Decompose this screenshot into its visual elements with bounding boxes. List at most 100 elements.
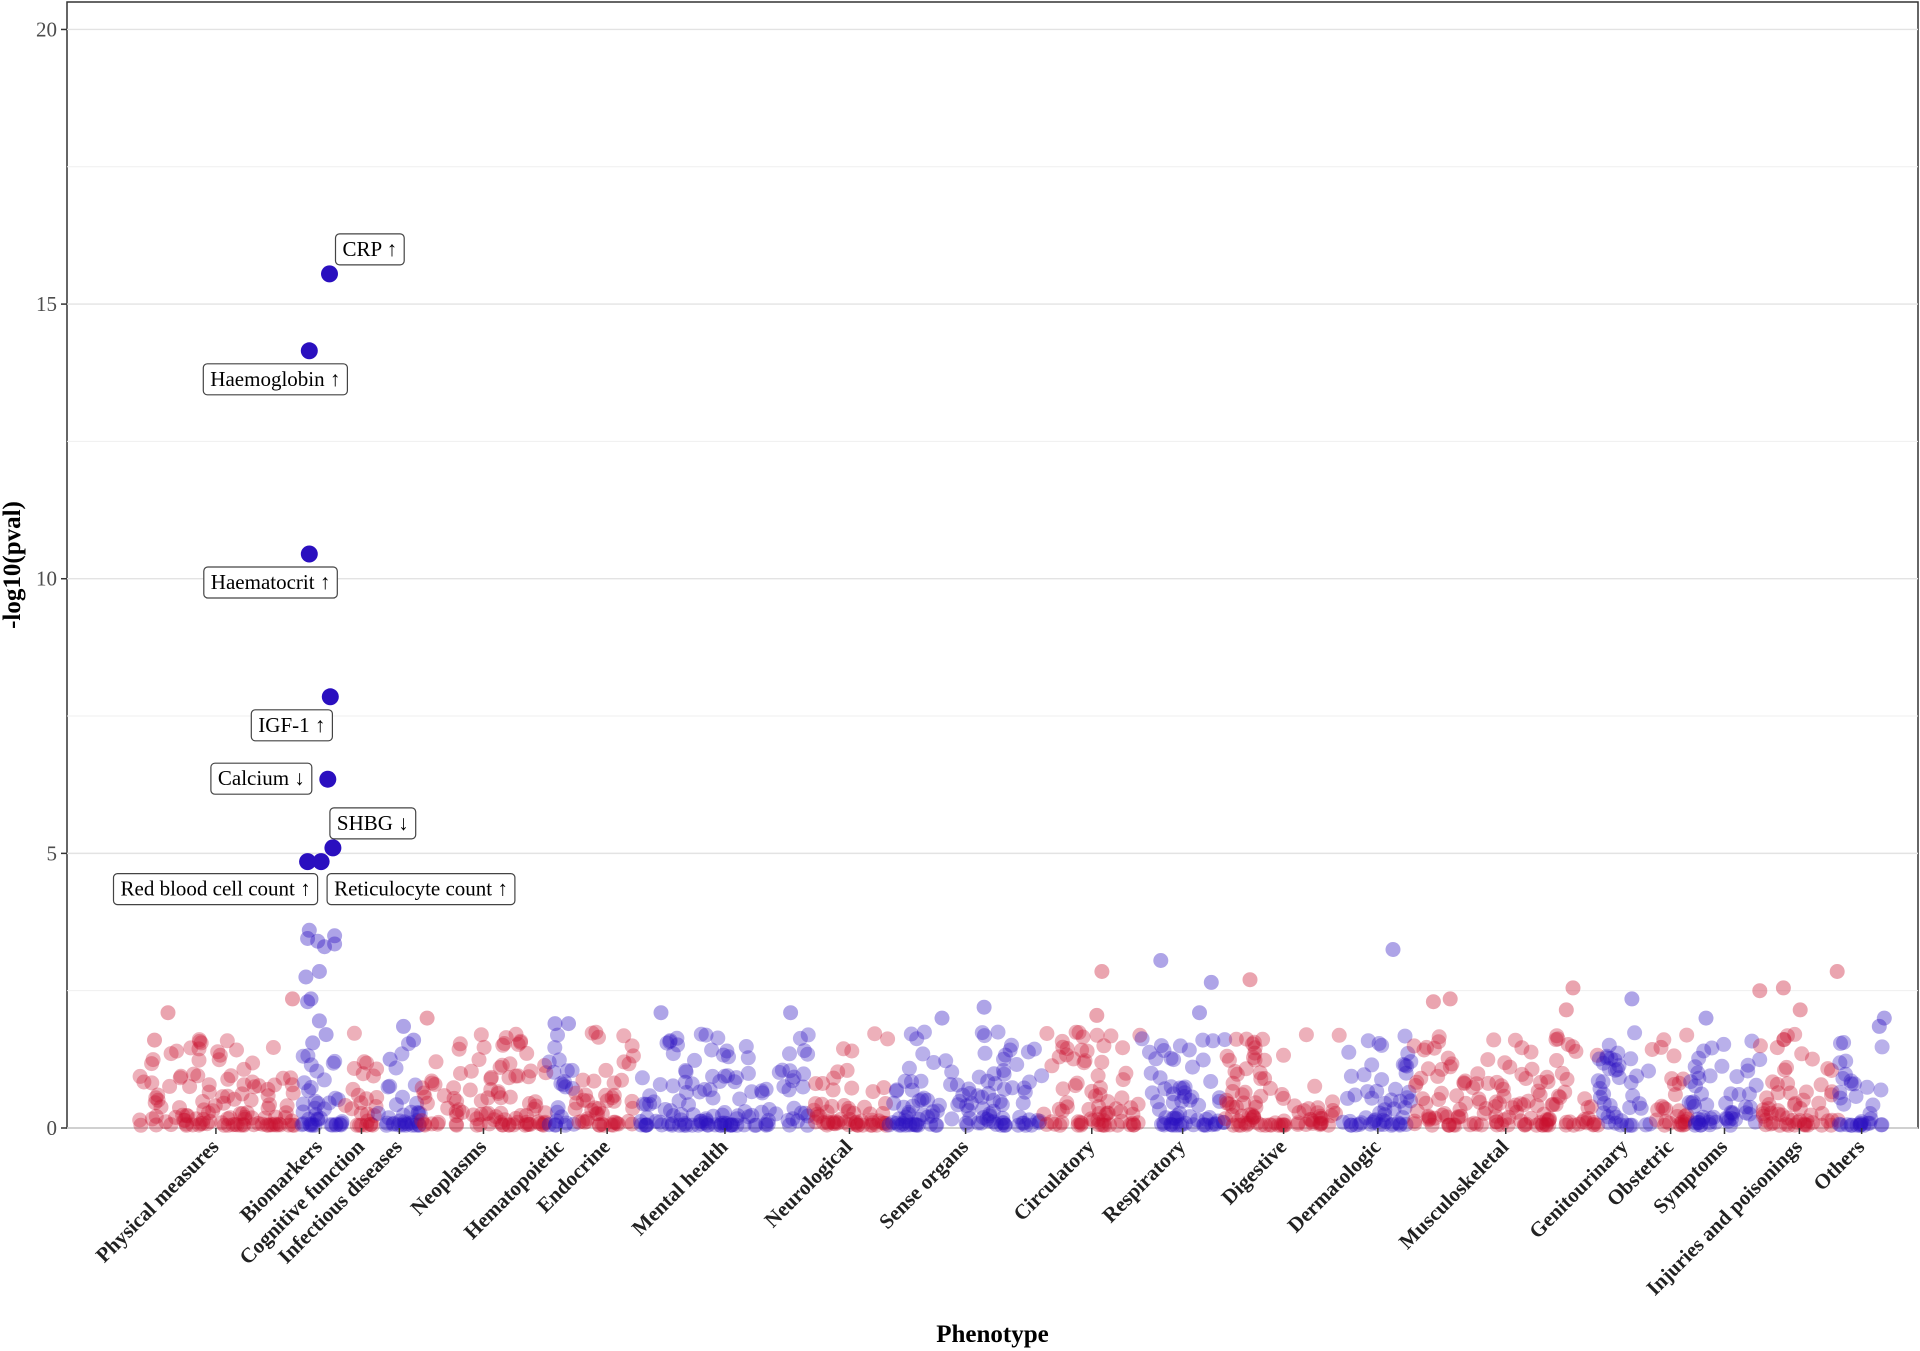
data-point [207, 1098, 223, 1114]
data-point [401, 1036, 416, 1052]
data-point [820, 1115, 836, 1131]
data-point [327, 928, 343, 944]
data-point [913, 1073, 929, 1089]
data-point [962, 1086, 978, 1101]
data-point [506, 1117, 521, 1133]
data-point [1066, 1051, 1081, 1067]
data-point [1198, 1111, 1214, 1127]
data-point [781, 1082, 797, 1098]
data-point [1044, 1114, 1060, 1130]
data-point [311, 964, 327, 979]
data-point [580, 1093, 595, 1109]
data-point [548, 1117, 563, 1133]
data-point [216, 1095, 232, 1111]
data-point [324, 1117, 340, 1133]
data-point [1779, 1059, 1794, 1075]
data-point [692, 1084, 708, 1100]
data-point [1781, 1117, 1796, 1133]
data-point [1542, 1111, 1557, 1127]
data-point [1401, 1084, 1417, 1100]
data-point [1185, 1059, 1200, 1075]
data-point [737, 1104, 753, 1120]
data-point [1501, 1109, 1517, 1125]
data-point [1608, 1115, 1623, 1131]
data-point [250, 1115, 266, 1131]
data-point [796, 1043, 812, 1059]
data-point [730, 1108, 746, 1124]
data-point [1457, 1073, 1473, 1089]
annotation-box [329, 807, 417, 840]
data-point [1321, 1117, 1336, 1133]
annotation-box [334, 233, 405, 266]
data-point [173, 1068, 189, 1084]
data-point [1156, 1043, 1172, 1058]
data-point [1422, 1111, 1437, 1127]
data-point [1675, 1071, 1691, 1087]
data-point [1507, 1032, 1523, 1048]
data-point [473, 1027, 489, 1043]
data-point [1761, 1097, 1777, 1112]
data-point [1675, 1117, 1691, 1133]
data-point [407, 1077, 423, 1093]
data-point [236, 1117, 252, 1133]
data-point [986, 1066, 1002, 1082]
data-point [1365, 1114, 1381, 1130]
data-point [903, 1026, 919, 1042]
data-point [1348, 1117, 1364, 1133]
data-point [1595, 1055, 1611, 1071]
data-point [1172, 1105, 1188, 1121]
data-point [1403, 1054, 1419, 1070]
data-point [1115, 1072, 1131, 1088]
data-point [419, 1095, 435, 1111]
data-point [1276, 1090, 1291, 1106]
data-point [915, 1107, 931, 1123]
data-point [996, 1063, 1011, 1078]
data-point [963, 1095, 979, 1111]
data-point [1154, 1116, 1169, 1132]
data-point [754, 1104, 770, 1120]
data-point [642, 1096, 658, 1112]
data-point [526, 1101, 542, 1117]
data-point [607, 1114, 623, 1130]
annotation-box [202, 363, 349, 396]
data-point [1688, 1115, 1703, 1131]
data-point [1270, 1117, 1286, 1133]
data-point [1408, 1078, 1424, 1093]
data-point [785, 1073, 800, 1089]
data-point [889, 1115, 905, 1131]
data-point [1158, 1110, 1174, 1126]
data-point [707, 1117, 723, 1133]
data-point [1462, 1117, 1478, 1133]
data-point [1298, 1027, 1314, 1043]
data-point [1276, 1117, 1292, 1133]
data-point [300, 1048, 316, 1064]
data-point [1770, 1085, 1786, 1101]
data-point [1805, 1115, 1821, 1131]
data-point [352, 1117, 368, 1133]
data-point [483, 1082, 499, 1098]
data-point [874, 1115, 890, 1131]
data-point [758, 1116, 774, 1132]
data-point [148, 1090, 164, 1106]
data-point [1876, 1010, 1892, 1026]
data-point [260, 1088, 276, 1104]
data-point [1488, 1114, 1504, 1130]
data-point [698, 1115, 714, 1131]
data-point [931, 1097, 947, 1113]
data-point [179, 1108, 194, 1123]
data-point [673, 1107, 689, 1123]
data-point [269, 1117, 285, 1133]
data-point [1480, 1052, 1496, 1068]
data-point [305, 1117, 321, 1133]
data-point [1514, 1066, 1530, 1082]
data-point [535, 1117, 551, 1133]
data-point [1702, 1117, 1718, 1133]
data-point [382, 1051, 398, 1067]
data-point [1779, 1110, 1795, 1126]
data-point [1843, 1073, 1859, 1089]
y-tick-label: 0 [47, 1116, 58, 1140]
data-point [1067, 1078, 1083, 1094]
data-point [1725, 1105, 1740, 1120]
data-point [591, 1117, 607, 1133]
data-point [606, 1114, 622, 1130]
